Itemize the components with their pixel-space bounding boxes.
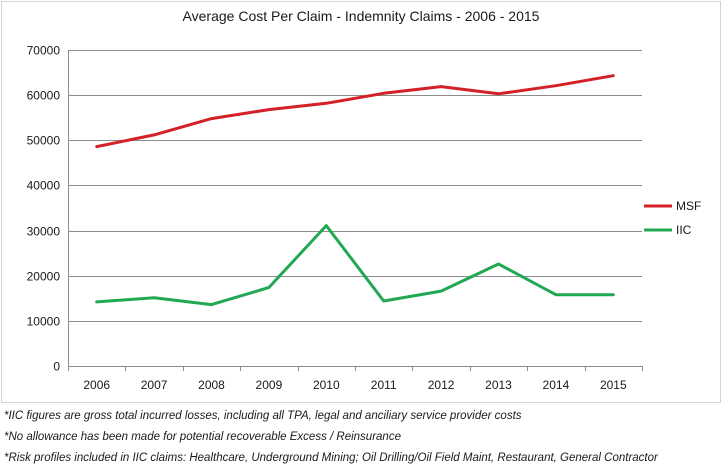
line-chart: Average Cost Per Claim - Indemnity Claim… xyxy=(27,8,702,392)
chart-frame: Average Cost Per Claim - Indemnity Claim… xyxy=(1,1,721,403)
series-line-msf xyxy=(95,74,615,149)
x-tick-label: 2014 xyxy=(543,378,570,392)
legend-label-iic: IIC xyxy=(676,223,692,237)
x-tick-label: 2006 xyxy=(83,378,110,392)
footnotes: *IIC figures are gross total incurred lo… xyxy=(4,406,720,469)
x-tick-label: 2008 xyxy=(198,378,225,392)
y-tick-label: 0 xyxy=(53,360,60,374)
y-tick-label: 10000 xyxy=(27,315,61,329)
y-tick-label: 30000 xyxy=(27,225,61,239)
x-tick-label: 2007 xyxy=(141,378,168,392)
footnote-3: *Risk profiles included in IIC claims: H… xyxy=(4,452,658,464)
x-tick-label: 2015 xyxy=(600,378,627,392)
y-tick-label: 50000 xyxy=(27,134,61,148)
series-line-iic xyxy=(95,224,615,307)
y-tick-label: 40000 xyxy=(27,179,61,193)
x-tick-label: 2009 xyxy=(256,378,283,392)
legend-label-msf: MSF xyxy=(676,199,701,213)
x-tick-label: 2010 xyxy=(313,378,340,392)
y-tick-label: 20000 xyxy=(27,270,61,284)
x-tick-label: 2011 xyxy=(371,378,397,392)
chart-title: Average Cost Per Claim - Indemnity Claim… xyxy=(183,8,540,24)
x-tick-label: 2013 xyxy=(485,378,512,392)
footnote-1: *IIC figures are gross total incurred lo… xyxy=(4,410,522,422)
y-tick-label: 70000 xyxy=(27,44,61,58)
y-tick-label: 60000 xyxy=(27,89,61,103)
x-tick-label: 2012 xyxy=(428,378,455,392)
footnote-2: *No allowance has been made for potentia… xyxy=(4,431,401,443)
